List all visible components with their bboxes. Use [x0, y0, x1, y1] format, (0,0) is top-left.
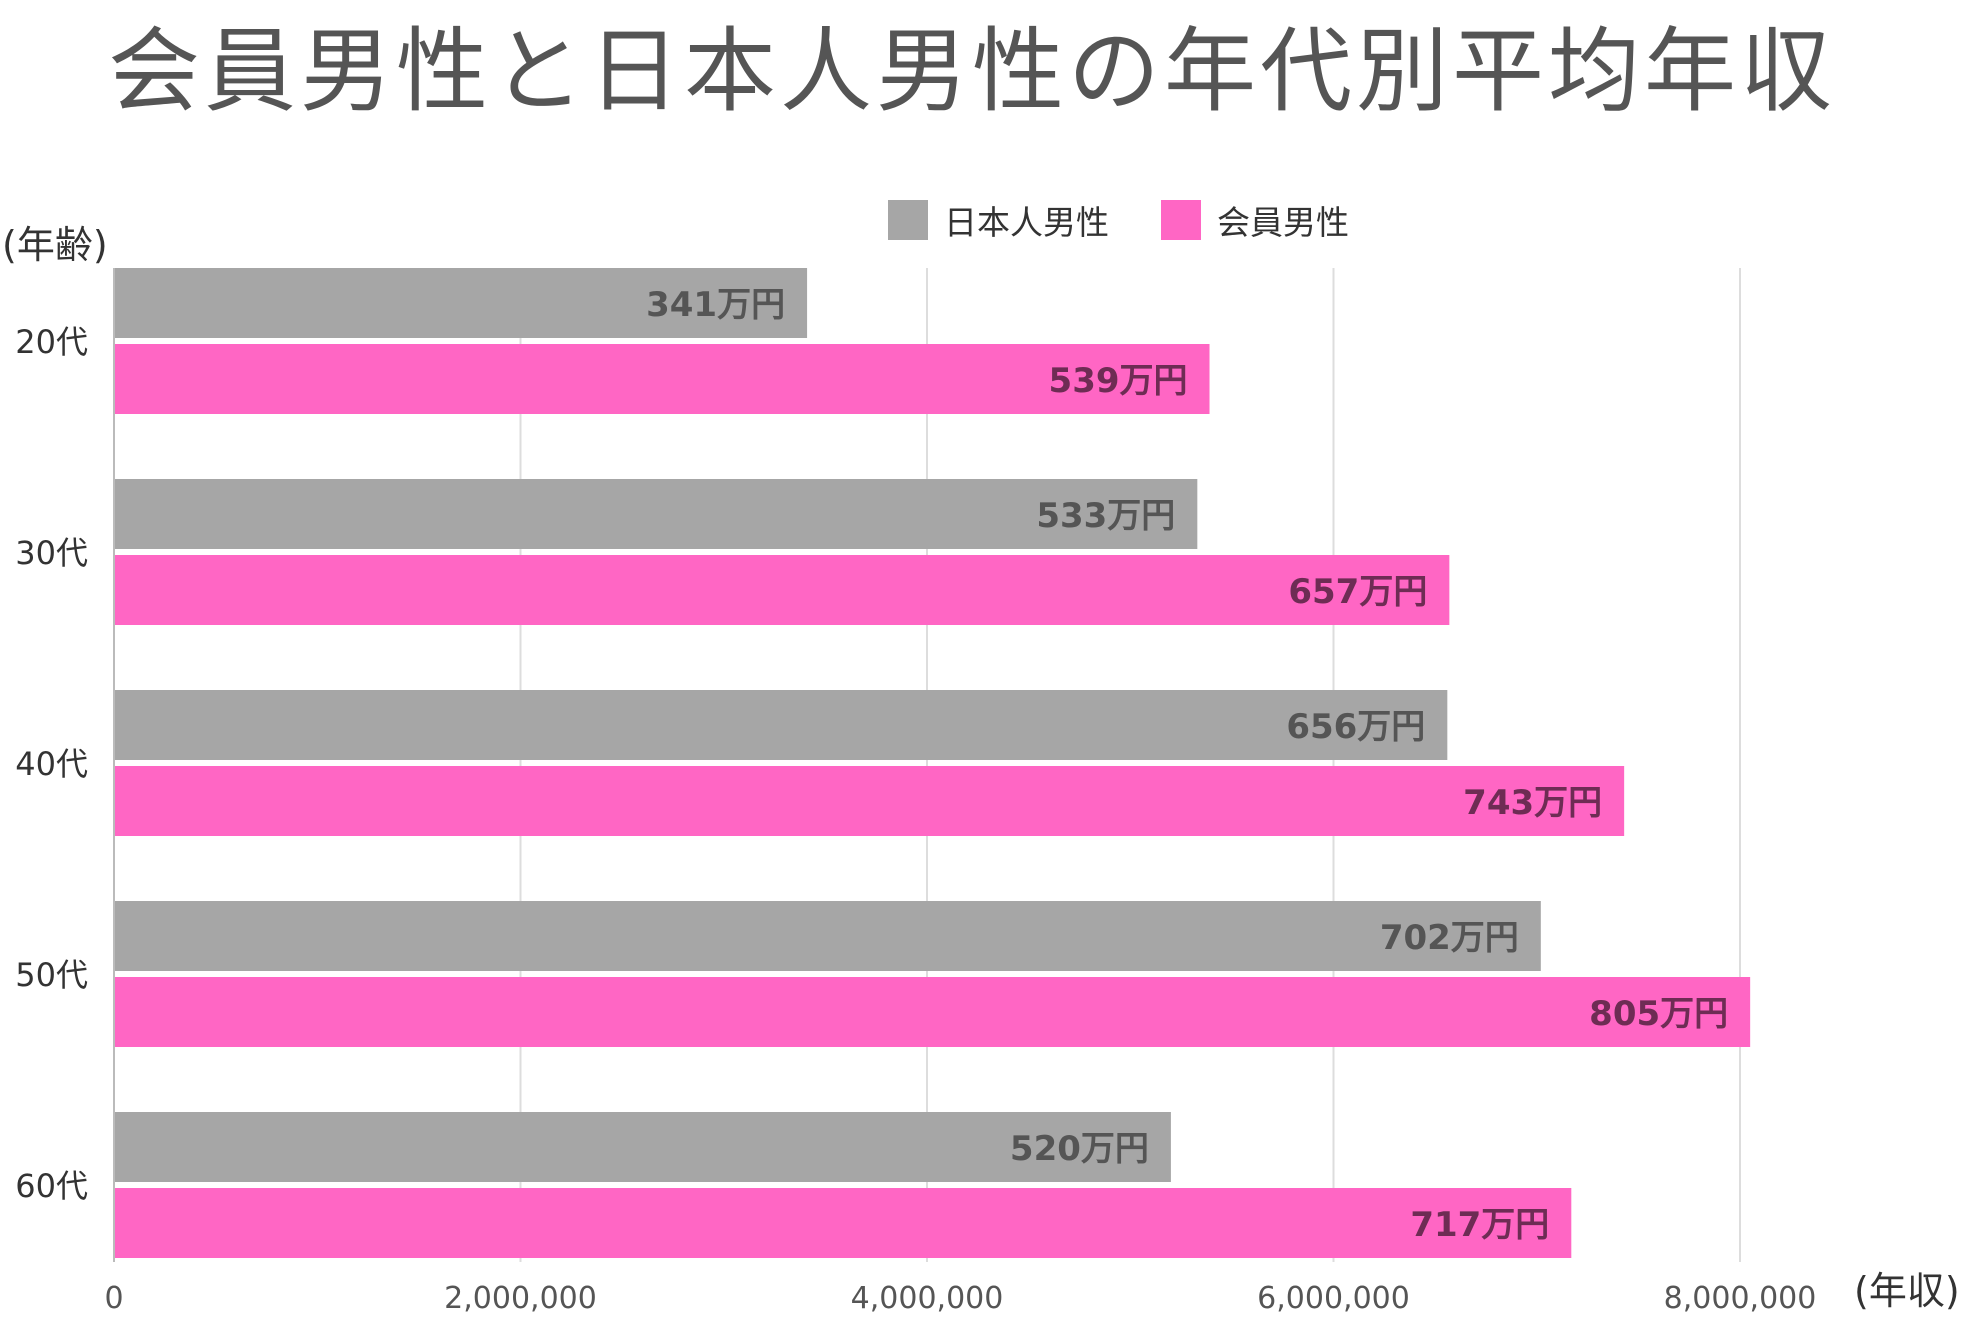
bar-member-men: [114, 977, 1751, 1047]
y-tick-label: 60代: [15, 1167, 88, 1205]
bar-japanese-men: [114, 1112, 1171, 1182]
y-tick-label: 40代: [15, 745, 88, 783]
x-axis-title: (年収): [1854, 1269, 1960, 1313]
data-label-japanese-men: 533万円: [1036, 496, 1175, 536]
data-label-japanese-men: 341万円: [646, 285, 785, 325]
x-tick-label: 2,000,000: [444, 1281, 597, 1316]
data-label-japanese-men: 702万円: [1380, 918, 1519, 958]
x-tick-label: 8,000,000: [1664, 1281, 1817, 1316]
bar-japanese-men: [114, 690, 1448, 760]
data-label-japanese-men: 656万円: [1286, 707, 1425, 747]
y-axis-title: (年齢): [2, 223, 108, 267]
x-tick-label: 0: [104, 1281, 123, 1316]
bar-japanese-men: [114, 901, 1541, 971]
y-tick-label: 50代: [15, 956, 88, 994]
data-label-member-men: 805万円: [1589, 994, 1728, 1034]
bar-member-men: [114, 766, 1625, 836]
legend-label-japanese-men: 日本人男性: [944, 203, 1109, 242]
data-label-member-men: 539万円: [1049, 361, 1188, 401]
chart-title: 会員男性と日本人男性の年代別平均年収: [108, 18, 1837, 125]
bar-japanese-men: [114, 479, 1198, 549]
bar-japanese-men: [114, 268, 808, 338]
y-tick-label: 20代: [15, 323, 88, 361]
legend: 日本人男性 会員男性: [888, 196, 1401, 244]
x-tick-label: 6,000,000: [1257, 1281, 1410, 1316]
legend-swatch-member-men: [1161, 200, 1201, 240]
legend-item-member-men: 会員男性: [1161, 196, 1349, 244]
data-label-member-men: 743万円: [1463, 783, 1602, 823]
data-label-japanese-men: 520万円: [1010, 1129, 1149, 1169]
data-label-member-men: 717万円: [1410, 1205, 1549, 1245]
data-label-member-men: 657万円: [1288, 572, 1427, 612]
y-tick-label: 30代: [15, 534, 88, 572]
bar-member-men: [114, 344, 1210, 414]
bar-member-men: [114, 1188, 1572, 1258]
legend-item-japanese-men: 日本人男性: [888, 196, 1109, 244]
bar-member-men: [114, 555, 1450, 625]
legend-label-member-men: 会員男性: [1217, 203, 1349, 242]
legend-swatch-japanese-men: [888, 200, 928, 240]
x-tick-label: 4,000,000: [851, 1281, 1004, 1316]
